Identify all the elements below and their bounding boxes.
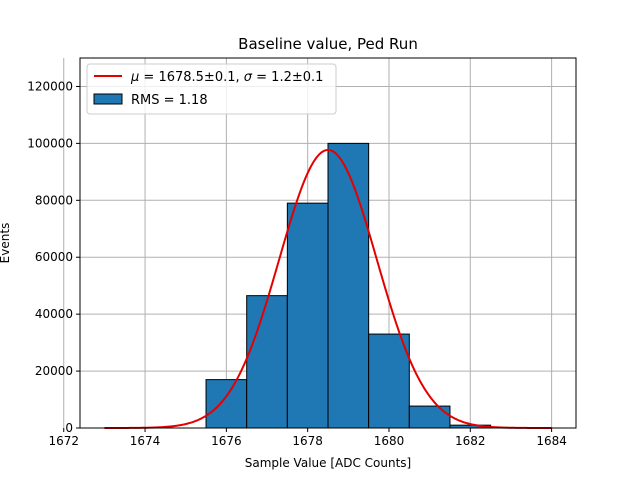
y-axis-ticks: 0 20000 40000 60000 80000 100000 120000 xyxy=(27,79,80,435)
x-tick-label: 1682 xyxy=(455,434,486,448)
y-tick-label: 80000 xyxy=(35,193,73,207)
chart-title: Baseline value, Ped Run xyxy=(238,35,418,53)
histogram-bars xyxy=(205,142,492,429)
legend: μ = 1678.5±0.1, σ = 1.2±0.1 RMS = 1.18 xyxy=(86,63,337,115)
y-tick-label: 0 xyxy=(65,421,73,435)
histogram-bar xyxy=(286,202,329,429)
y-tick-label: 60000 xyxy=(35,250,73,264)
fit-curve-group xyxy=(104,148,552,429)
x-tick-label: 1684 xyxy=(536,434,567,448)
y-tick-label: 100000 xyxy=(27,136,73,150)
legend-histogram-swatch xyxy=(93,93,123,105)
histogram-bar xyxy=(246,295,288,429)
legend-histogram-label: RMS = 1.18 xyxy=(131,93,208,108)
y-tick-label: 20000 xyxy=(35,364,73,378)
legend-box xyxy=(86,63,337,115)
y-tick-label: 40000 xyxy=(35,307,73,321)
y-tick-label: 120000 xyxy=(27,79,73,93)
histogram-bar xyxy=(408,405,451,429)
x-axis-ticks: 1672 1674 1676 1678 1680 1682 1684 xyxy=(48,428,567,448)
y-axis-label: Events xyxy=(0,223,12,264)
histogram-bar xyxy=(327,142,370,429)
x-tick-label: 1672 xyxy=(48,434,79,448)
x-tick-label: 1676 xyxy=(211,434,242,448)
histogram-bar xyxy=(368,333,410,429)
gaussian-fit-line xyxy=(104,148,552,429)
histogram-bar xyxy=(205,379,248,429)
x-tick-label: 1678 xyxy=(292,434,323,448)
x-tick-label: 1680 xyxy=(374,434,405,448)
plot-frame xyxy=(79,57,577,429)
x-tick-label: 1674 xyxy=(130,434,161,448)
x-axis-label: Sample Value [ADC Counts] xyxy=(245,456,411,470)
legend-fit-label: μ = 1678.5±0.1, σ = 1.2±0.1 xyxy=(130,70,323,85)
